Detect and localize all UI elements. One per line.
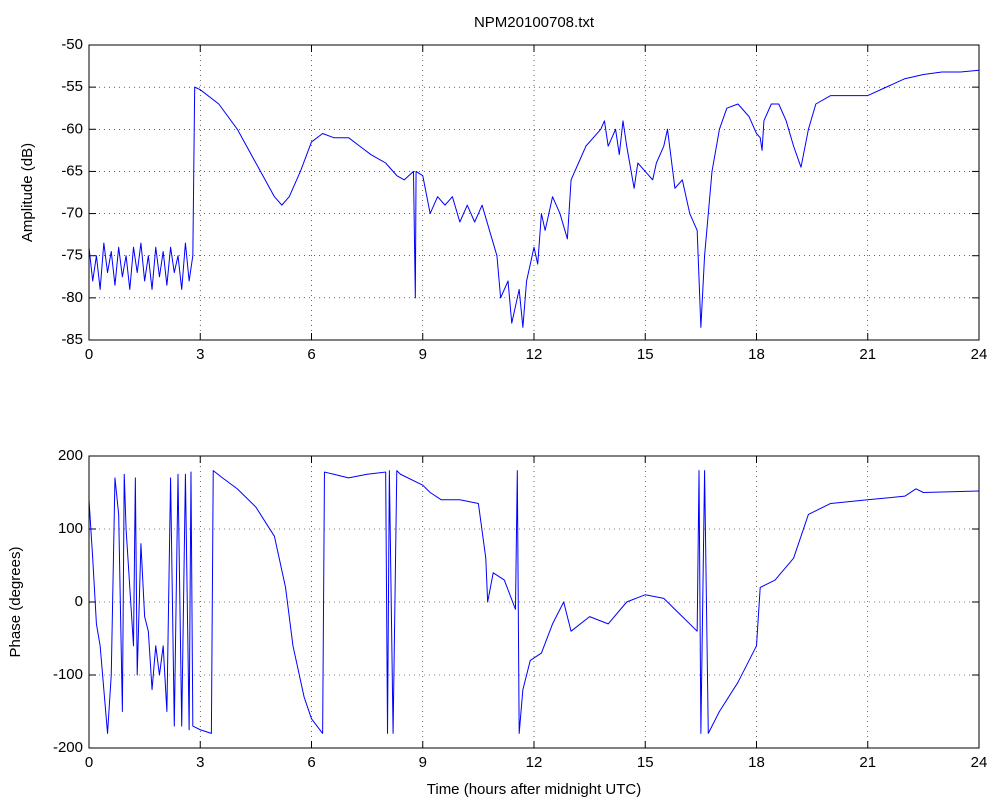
y-tick-label: 200 bbox=[58, 447, 83, 464]
x-tick-label: 3 bbox=[196, 754, 204, 771]
x-axis-label: Time (hours after midnight UTC) bbox=[427, 781, 642, 798]
data-line bbox=[88, 470, 980, 734]
y-tick-label: -200 bbox=[53, 739, 83, 756]
y-axis-label: Phase (degrees) bbox=[7, 547, 24, 658]
y-tick-label: -85 bbox=[61, 331, 83, 348]
x-tick-label: 9 bbox=[419, 754, 427, 771]
x-tick-label: 21 bbox=[859, 754, 876, 771]
x-tick-label: 0 bbox=[85, 346, 93, 363]
axes-frame bbox=[88, 455, 980, 749]
x-tick-label: 0 bbox=[85, 754, 93, 771]
x-tick-label: 24 bbox=[971, 754, 988, 771]
y-tick-label: -80 bbox=[61, 289, 83, 306]
x-tick-label: 24 bbox=[971, 346, 988, 363]
y-axis-label: Amplitude (dB) bbox=[19, 143, 36, 242]
chart-title: NPM20100708.txt bbox=[474, 14, 595, 31]
y-tick-label: -65 bbox=[61, 162, 83, 179]
y-tick-label: -70 bbox=[61, 205, 83, 222]
x-tick-label: 18 bbox=[748, 754, 765, 771]
y-tick-label: -100 bbox=[53, 666, 83, 683]
y-tick-label: -75 bbox=[61, 247, 83, 264]
axes-frame bbox=[88, 44, 980, 341]
x-tick-label: 3 bbox=[196, 346, 204, 363]
data-line bbox=[88, 69, 980, 328]
y-tick-label: 0 bbox=[75, 593, 83, 610]
x-tick-label: 12 bbox=[526, 346, 543, 363]
y-tick-label: 100 bbox=[58, 520, 83, 537]
x-tick-label: 18 bbox=[748, 346, 765, 363]
x-tick-label: 15 bbox=[637, 346, 654, 363]
x-tick-label: 15 bbox=[637, 754, 654, 771]
x-tick-label: 21 bbox=[859, 346, 876, 363]
x-tick-label: 12 bbox=[526, 754, 543, 771]
y-tick-label: -50 bbox=[61, 36, 83, 53]
x-tick-label: 9 bbox=[419, 346, 427, 363]
y-tick-label: -55 bbox=[61, 78, 83, 95]
x-tick-label: 6 bbox=[307, 754, 315, 771]
y-tick-label: -60 bbox=[61, 120, 83, 137]
x-tick-label: 6 bbox=[307, 346, 315, 363]
